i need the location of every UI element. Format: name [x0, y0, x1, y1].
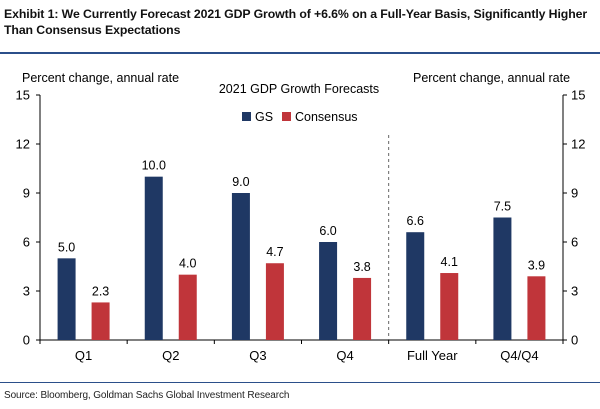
data-label-consensus: 4.0	[179, 257, 196, 271]
data-label-consensus: 3.8	[353, 260, 370, 274]
bar-consensus	[91, 302, 110, 340]
value-labels: Q1 5.0 2.3 Q2 10.0 4.0 Q3 9.0 4.7 Q4 6.0 3.8 Full Ye…	[58, 159, 545, 363]
x-tick-label: Q4/Q4	[500, 348, 538, 363]
source-note: Source: Bloomberg, Goldman Sachs Global …	[4, 390, 290, 401]
bar-consensus	[527, 276, 546, 340]
bar-gs	[144, 176, 163, 340]
left-y-tick-label: 3	[23, 284, 30, 299]
left-y-tick-label: 0	[23, 333, 30, 348]
data-label-consensus: 4.7	[266, 245, 283, 259]
bars	[57, 176, 546, 340]
data-label-gs: 6.6	[407, 214, 424, 228]
x-tick-label: Full Year	[407, 348, 458, 363]
axes: 0 0 3 3 6 6 9 9 12 12 15 15	[16, 88, 586, 348]
data-label-consensus: 2.3	[92, 284, 109, 298]
right-y-tick-label: 12	[571, 137, 585, 152]
left-y-tick-label: 12	[16, 137, 30, 152]
bar-gs	[493, 217, 512, 340]
right-y-tick-label: 6	[571, 235, 578, 250]
bar-consensus	[353, 277, 372, 340]
right-y-tick-label: 0	[571, 333, 578, 348]
right-y-tick-label: 9	[571, 186, 578, 201]
data-label-gs: 6.0	[319, 224, 336, 238]
footer-rule	[0, 382, 600, 383]
bar-gs	[319, 242, 338, 340]
bar-gs	[231, 193, 250, 340]
left-y-tick-label: 9	[23, 186, 30, 201]
right-axis-title: Percent change, annual rate	[413, 71, 570, 85]
data-label-consensus: 3.9	[528, 258, 545, 272]
x-tick-label: Q1	[75, 348, 92, 363]
data-label-gs: 5.0	[58, 240, 75, 254]
legend-label-gs: GS	[255, 110, 273, 124]
header-rule	[0, 52, 600, 54]
left-axis-title: Percent change, annual rate	[22, 71, 179, 85]
data-label-gs: 7.5	[494, 200, 511, 214]
x-tick-label: Q2	[162, 348, 179, 363]
right-y-tick-label: 3	[571, 284, 578, 299]
x-tick-label: Q3	[249, 348, 266, 363]
legend-swatch-consensus	[282, 112, 291, 121]
exhibit-title: Exhibit 1: We Currently Forecast 2021 GD…	[4, 7, 588, 37]
legend-swatch-gs	[242, 112, 251, 121]
bar-gs	[57, 258, 76, 340]
bar-consensus	[440, 273, 459, 340]
chart-title: 2021 GDP Growth Forecasts	[219, 82, 379, 96]
x-tick-label: Q4	[336, 348, 353, 363]
data-label-gs: 9.0	[232, 175, 249, 189]
left-y-tick-label: 15	[16, 88, 30, 103]
gdp-bar-chart: Percent change, annual rate Percent chan…	[16, 71, 586, 363]
left-y-tick-label: 6	[23, 235, 30, 250]
bar-consensus	[265, 263, 284, 340]
bar-gs	[406, 232, 425, 340]
right-y-tick-label: 15	[571, 88, 585, 103]
bar-consensus	[178, 274, 197, 340]
legend: GS Consensus	[242, 110, 358, 124]
data-label-gs: 10.0	[142, 159, 166, 173]
legend-label-consensus: Consensus	[295, 110, 358, 124]
data-label-consensus: 4.1	[441, 255, 458, 269]
